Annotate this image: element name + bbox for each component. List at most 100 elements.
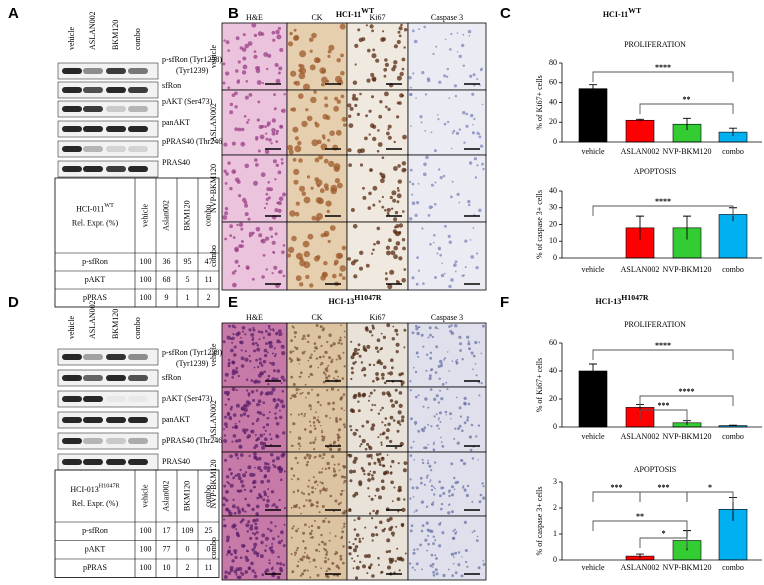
cell-stain	[358, 354, 362, 358]
cell-stain	[267, 53, 272, 58]
cell-stain	[311, 490, 314, 494]
cell-stain	[423, 162, 427, 167]
cell-stain	[390, 207, 394, 210]
cell-stain	[337, 436, 340, 440]
cell-stain	[451, 493, 454, 497]
cell-stain	[428, 529, 432, 533]
micrograph	[407, 154, 487, 223]
cell-stain	[380, 332, 383, 335]
cell-stain	[243, 488, 247, 492]
cell-stain	[234, 326, 237, 329]
cell-stain	[473, 117, 476, 121]
blot-strip	[57, 390, 159, 408]
cell-stain	[337, 463, 340, 466]
cell-stain	[332, 407, 335, 411]
cell-stain	[296, 461, 299, 464]
cell-stain	[318, 454, 322, 458]
cell-stain	[238, 194, 242, 198]
cell-stain	[352, 352, 356, 357]
cell-stain	[420, 121, 423, 124]
cell-stain	[276, 339, 281, 344]
cell-stain	[299, 185, 305, 192]
y-axis-label: % of caspase 3+ cells	[535, 190, 544, 259]
cell-stain	[433, 149, 437, 153]
cell-stain	[368, 109, 372, 113]
cell-stain	[275, 422, 280, 426]
cell-stain	[323, 560, 328, 564]
cell-stain	[281, 390, 285, 393]
cell-stain	[229, 102, 234, 107]
cell-stain	[428, 464, 432, 468]
cell-stain	[478, 500, 482, 504]
cell-stain	[318, 543, 321, 546]
table-row-label: pAKT	[85, 545, 106, 554]
cell-stain	[257, 100, 261, 104]
cell-stain	[321, 488, 325, 491]
cell-stain	[337, 566, 341, 570]
cell-stain	[471, 500, 474, 503]
y-tick-label: 60	[549, 338, 557, 347]
cell-stain	[463, 141, 466, 144]
cell-stain	[391, 459, 395, 464]
cell-stain	[374, 404, 377, 407]
blot-label: (Tyr1239)	[176, 66, 209, 75]
cell-stain	[321, 76, 328, 84]
cell-stain	[477, 459, 479, 461]
cell-stain	[350, 340, 353, 343]
x-tick-label: ASLAN002	[621, 265, 660, 274]
cell-stain	[353, 456, 358, 461]
cell-stain	[429, 479, 432, 481]
cell-stain	[448, 494, 451, 498]
cell-stain	[299, 557, 303, 561]
cell-stain	[354, 103, 358, 108]
cell-stain	[430, 368, 434, 371]
cell-stain	[411, 486, 415, 490]
cell-stain	[240, 479, 244, 484]
cell-stain	[290, 339, 293, 342]
cell-stain	[257, 365, 260, 369]
cell-stain	[462, 33, 465, 36]
y-tick-label: 30	[549, 203, 557, 212]
cell-stain	[339, 336, 342, 339]
cell-stain	[253, 33, 258, 38]
cell-stain	[359, 250, 364, 255]
cell-stain	[438, 417, 440, 419]
cell-stain	[390, 531, 395, 536]
cell-stain	[292, 350, 295, 352]
cell-stain	[224, 237, 228, 241]
table-cell: 10	[163, 563, 171, 572]
column-header: Ki67	[370, 313, 386, 322]
table-cell: 100	[140, 275, 152, 284]
cell-stain	[257, 149, 261, 153]
cell-stain	[391, 500, 394, 503]
cell-stain	[396, 200, 400, 204]
cell-stain	[254, 522, 258, 526]
cell-stain	[227, 86, 231, 90]
cell-stain	[289, 350, 293, 354]
cell-stain	[297, 490, 299, 493]
cell-stain	[391, 403, 396, 408]
cell-stain	[472, 227, 475, 230]
cell-stain	[281, 250, 285, 254]
cell-stain	[272, 537, 275, 541]
cell-stain	[438, 427, 440, 430]
cell-stain	[322, 453, 326, 456]
cell-stain	[459, 342, 463, 346]
cell-stain	[229, 110, 234, 115]
cell-stain	[400, 372, 404, 376]
cell-stain	[298, 93, 304, 99]
cell-stain	[255, 341, 258, 345]
cell-stain	[450, 331, 455, 335]
cell-stain	[322, 371, 326, 375]
cell-stain	[384, 62, 389, 67]
cell-stain	[367, 462, 372, 466]
cell-stain	[454, 427, 457, 430]
cell-stain	[478, 133, 481, 136]
bar	[578, 370, 608, 428]
table-cell: 11	[205, 563, 213, 572]
table-cell: 100	[140, 526, 152, 535]
micrograph	[407, 221, 487, 291]
cell-stain	[389, 415, 394, 420]
cell-stain	[451, 485, 454, 489]
cell-stain	[231, 360, 236, 365]
